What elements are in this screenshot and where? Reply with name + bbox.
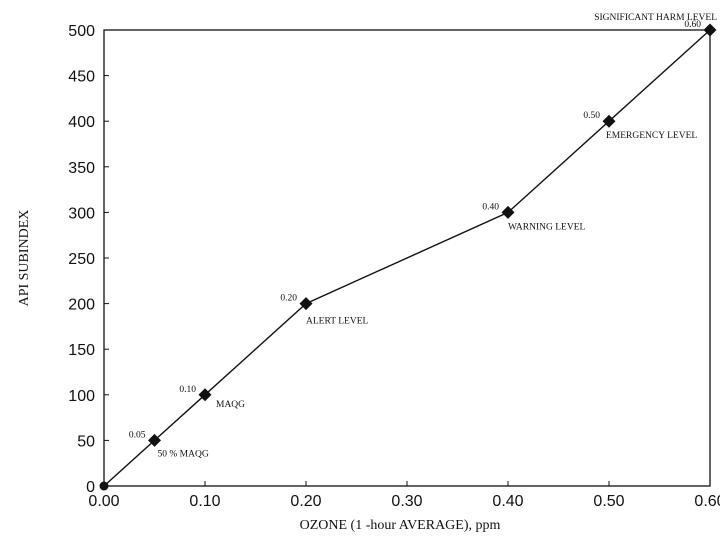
point-value-label: 0.20 [280,294,297,304]
y-tick-label: 500 [68,23,95,40]
x-tick-label: 0.40 [492,493,523,510]
point-value-label: 0.40 [482,202,499,212]
x-axis-title: OZONE (1 -hour AVERAGE), ppm [300,518,501,533]
x-tick-label: 0.30 [391,493,422,510]
series-line [103,29,711,487]
y-axis-title: API SUBINDEX [17,210,32,307]
x-tick-label: 0.10 [189,493,220,510]
level-annotation: 50 % MAQG [158,449,209,459]
y-tick-label: 100 [68,388,95,405]
y-tick-label: 150 [68,342,95,359]
point-value-label: 0.05 [129,430,146,440]
label-group: 0.05 0.10 0.20 0.40 0.50 0.60 50 % MAQG MAQG ALE… [129,13,717,459]
y-tick-group: 0 50 100 150 200 250 300 350 400 450 500 [68,23,109,496]
data-point-marker [501,205,515,219]
y-tick-label: 50 [77,433,95,450]
x-tick-label: 0.20 [290,493,321,510]
level-annotation: WARNING LEVEL [508,222,586,232]
point-value-label: 0.10 [179,385,196,395]
marker-group [99,23,717,491]
data-point-origin [99,481,109,491]
y-tick-label: 450 [68,69,95,86]
y-tick-label: 400 [68,114,95,131]
x-tick-label: 0.00 [88,493,119,510]
y-tick-label: 200 [68,297,95,314]
level-annotation: MAQG [216,400,245,410]
level-annotation: SIGNIFICANT HARM LEVEL [594,13,717,23]
data-point-marker [602,114,616,128]
data-point-marker [148,433,161,447]
x-tick-group: 0.00 0.10 0.20 0.30 0.40 0.50 0.60 [88,481,720,510]
x-tick-label: 0.60 [694,493,720,510]
data-point-marker [198,388,212,402]
data-point-marker [299,297,313,311]
level-annotation: ALERT LEVEL [306,317,369,327]
level-annotation: EMERGENCY LEVEL [606,131,697,141]
y-tick-label: 250 [68,251,95,268]
point-value-label: 0.60 [684,20,701,30]
y-tick-label: 300 [68,205,95,222]
y-tick-label: 350 [68,160,95,177]
data-point-marker [703,23,717,37]
point-value-label: 0.50 [583,111,600,121]
y-tick-label: 0 [86,479,95,496]
x-tick-label: 0.50 [593,493,624,510]
